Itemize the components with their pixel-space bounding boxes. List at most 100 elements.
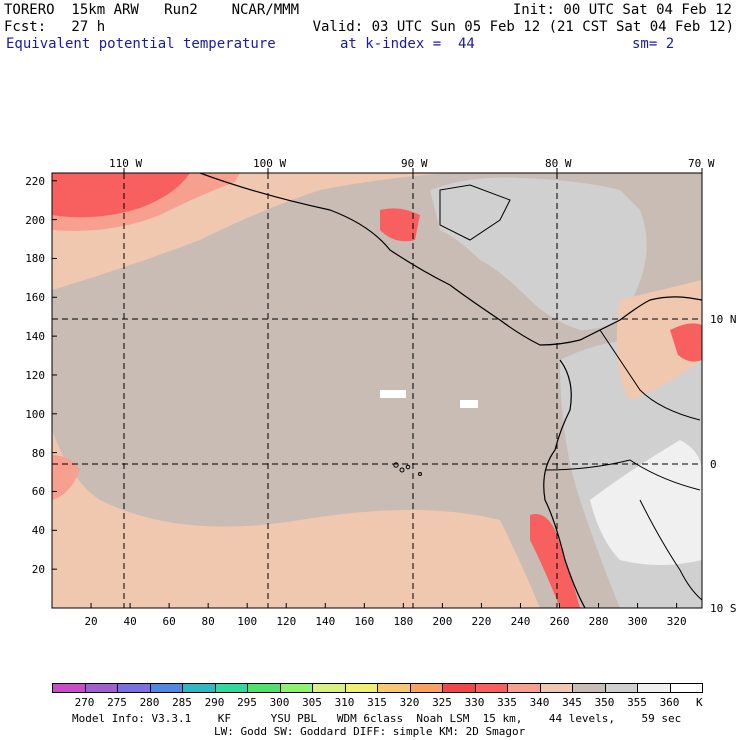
- colorbar-label: 320: [399, 696, 420, 709]
- x-tick-marks: [90, 603, 678, 608]
- colorbar-swatch: [117, 683, 151, 693]
- lon-label-90w: 90 W: [401, 157, 428, 170]
- x-tick-label: 300: [627, 615, 648, 628]
- colorbar-label: 345: [562, 696, 582, 709]
- colorbar-label: 355: [627, 696, 647, 709]
- cool-region-andes: [590, 440, 702, 565]
- hot-patch-east: [670, 323, 702, 362]
- colorbar-label: 360: [659, 696, 680, 709]
- colorbar-swatch: [52, 683, 86, 693]
- graticule: [52, 173, 702, 608]
- y-tick-label: 80: [31, 446, 46, 460]
- x-tick-label: 220: [471, 615, 492, 628]
- lon-tick-marks: [123, 168, 703, 173]
- colorbar-swatch: [604, 683, 638, 693]
- y-tick-label: 120: [25, 368, 46, 382]
- coastline-central-america: [199, 173, 702, 346]
- model-title: TORERO 15km ARW Run2 NCAR/MMM: [4, 2, 300, 18]
- x-tick-label: 60: [162, 615, 176, 628]
- x-tick-label: 280: [588, 615, 609, 628]
- colorbar-swatch: [409, 683, 443, 693]
- colorbar-swatch: [669, 683, 703, 693]
- colorbar-swatch: [214, 683, 248, 693]
- x-tick-label: 120: [276, 615, 297, 628]
- colorbar-swatch: [442, 683, 476, 693]
- cool-speckle: [460, 400, 478, 408]
- colorbar-swatch: [637, 683, 671, 693]
- level-label: at k-index = 44: [340, 36, 475, 52]
- colorbar-label: 340: [529, 696, 550, 709]
- lon-label-110w: 110 W: [109, 157, 143, 170]
- y-tick-label: 220: [25, 174, 46, 188]
- x-tick-label: 180: [393, 615, 414, 628]
- x-tick-label: 200: [432, 615, 453, 628]
- colorbar-label: 275: [107, 696, 127, 709]
- colorbar-swatch: [539, 683, 573, 693]
- colorbar-swatch: [279, 683, 313, 693]
- colorbar-label: 270: [74, 696, 95, 709]
- y-tick-label: 140: [25, 330, 46, 344]
- y-tick-label: 100: [25, 407, 46, 421]
- colorbar-label: 300: [269, 696, 290, 709]
- border-lines-yucatan: [439, 184, 511, 241]
- central-america-caribbean-region: [430, 177, 647, 330]
- hot-strip-peru-coast: [530, 514, 580, 608]
- colorbar-swatch: [474, 683, 508, 693]
- colorbar-label: 295: [237, 696, 257, 709]
- colorbar-swatch: [247, 683, 281, 693]
- plot-frame: [51, 172, 703, 609]
- colorbar-label: 310: [334, 696, 355, 709]
- y-tick-label: 60: [31, 485, 46, 499]
- x-tick-label: 40: [123, 615, 137, 628]
- border-ecuador-peru: [544, 459, 701, 491]
- lat-label-10n: 10 N: [710, 313, 737, 326]
- colorbar-unit: K: [696, 696, 703, 709]
- x-tick-label: 80: [201, 615, 215, 628]
- x-tick-label: 100: [237, 615, 258, 628]
- equivalent-potential-temperature-field: [52, 173, 702, 608]
- colorbar-label: 325: [432, 696, 452, 709]
- colorbar-label: 290: [204, 696, 225, 709]
- x-tick-label: 240: [510, 615, 531, 628]
- y-tick-label: 160: [25, 291, 46, 305]
- coastline-south-america: [543, 359, 586, 608]
- colorbar-label: 315: [367, 696, 387, 709]
- lat-label-10s: 10 S: [710, 602, 737, 615]
- colorbar-label: 335: [497, 696, 517, 709]
- border-colombia: [599, 329, 701, 421]
- warm-band-venezuela: [616, 280, 702, 400]
- init-time: Init: 00 UTC Sat 04 Feb 12: [512, 2, 732, 18]
- x-tick-label: 20: [84, 615, 98, 628]
- cool-speckle: [380, 390, 406, 398]
- colorbar-swatch: [182, 683, 216, 693]
- colorbar-label: 350: [594, 696, 615, 709]
- y-tick-label: 200: [25, 213, 46, 227]
- border-peru-brazil: [639, 499, 702, 601]
- colorbar-swatch: [377, 683, 411, 693]
- y-tick-label: 40: [31, 524, 46, 538]
- forecast-hour: Fcst: 27 h: [4, 19, 106, 35]
- smoothing-label: sm= 2: [632, 36, 675, 52]
- x-tick-label: 140: [315, 615, 336, 628]
- colorbar-label: 330: [464, 696, 485, 709]
- valid-time: Valid: 03 UTC Sun 05 Feb 12 (21 CST Sat …: [312, 19, 734, 35]
- y-tick-label: 20: [31, 563, 46, 577]
- colorbar-swatch: [344, 683, 378, 693]
- warm-patch-west: [52, 455, 80, 500]
- y-tick-label: 180: [25, 252, 46, 266]
- hot-patch-guatemala: [380, 208, 420, 242]
- y-tick-marks: [52, 180, 57, 570]
- galapagos-islands: [393, 462, 422, 476]
- hot-region-northwest: [52, 173, 190, 218]
- lon-label-100w: 100 W: [253, 157, 287, 170]
- x-tick-label: 320: [666, 615, 687, 628]
- colorbar-swatch: [312, 683, 346, 693]
- colorbar-label: 280: [139, 696, 160, 709]
- colorbar-label: 305: [302, 696, 322, 709]
- colorbar-swatch: [149, 683, 183, 693]
- x-tick-label: 260: [549, 615, 570, 628]
- colorbar-swatch: [507, 683, 541, 693]
- model-info: Model Info: V3.3.1 KF YSU PBL WDM 6class…: [72, 712, 682, 725]
- lon-label-80w: 80 W: [545, 157, 572, 170]
